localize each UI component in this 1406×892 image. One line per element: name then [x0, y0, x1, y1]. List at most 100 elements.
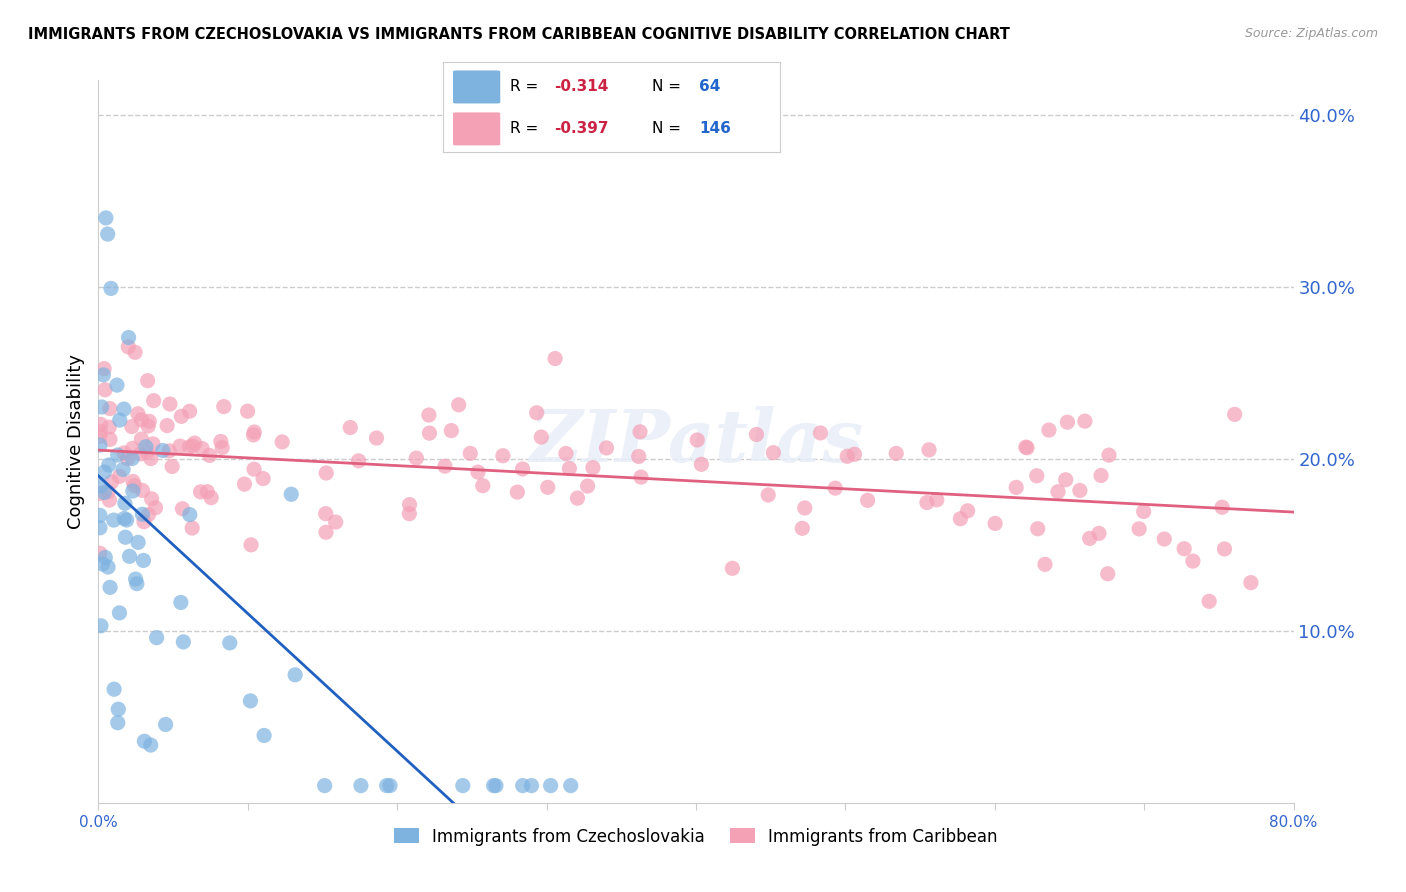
- Legend: Immigrants from Czechoslovakia, Immigrants from Caribbean: Immigrants from Czechoslovakia, Immigran…: [387, 821, 1005, 852]
- Point: [242, 428, 264, 442]
- Point: [107, 702, 129, 716]
- Point: [793, 500, 815, 515]
- Point: [482, 779, 505, 793]
- Point: [125, 576, 148, 591]
- Point: [97, 227, 120, 241]
- Point: [239, 694, 262, 708]
- Point: [183, 436, 205, 450]
- Point: [117, 451, 139, 466]
- Point: [157, 443, 180, 458]
- Point: [198, 449, 221, 463]
- Point: [200, 491, 222, 505]
- Text: ZIPatlas: ZIPatlas: [529, 406, 863, 477]
- Point: [554, 446, 576, 460]
- Point: [138, 414, 160, 428]
- Point: [124, 478, 146, 492]
- Point: [1098, 448, 1121, 462]
- Point: [236, 404, 259, 418]
- Point: [89, 425, 111, 439]
- Point: [1033, 558, 1056, 572]
- Point: [544, 351, 567, 366]
- Point: [627, 450, 650, 464]
- Point: [1211, 500, 1233, 515]
- Point: [1015, 440, 1038, 454]
- Point: [97, 484, 120, 499]
- Point: [93, 485, 115, 500]
- Point: [142, 393, 165, 408]
- Point: [145, 631, 167, 645]
- Point: [124, 572, 146, 586]
- Point: [537, 480, 560, 494]
- Point: [89, 486, 111, 500]
- Point: [378, 779, 401, 793]
- Point: [485, 779, 508, 793]
- Point: [567, 491, 589, 505]
- Point: [129, 447, 152, 461]
- Point: [100, 281, 122, 295]
- Point: [925, 492, 948, 507]
- Point: [686, 433, 709, 447]
- Point: [191, 442, 214, 456]
- Point: [512, 462, 534, 476]
- Point: [89, 438, 111, 452]
- Point: [127, 535, 149, 549]
- Point: [1090, 468, 1112, 483]
- Text: -0.397: -0.397: [554, 121, 609, 136]
- Point: [108, 606, 131, 620]
- Point: [1153, 532, 1175, 546]
- Point: [131, 508, 153, 522]
- Point: [315, 525, 337, 540]
- Point: [105, 378, 128, 392]
- Point: [762, 445, 785, 459]
- Point: [170, 409, 193, 424]
- Point: [1198, 594, 1220, 608]
- Text: 64: 64: [699, 79, 721, 94]
- Point: [139, 738, 162, 752]
- Point: [315, 466, 337, 480]
- Point: [1078, 532, 1101, 546]
- Point: [884, 446, 907, 460]
- Point: [131, 432, 153, 446]
- Point: [122, 475, 145, 489]
- Point: [138, 508, 160, 522]
- Point: [118, 549, 141, 564]
- Point: [1025, 468, 1047, 483]
- Point: [1038, 423, 1060, 437]
- Point: [949, 512, 972, 526]
- Point: [1054, 473, 1077, 487]
- Point: [690, 458, 713, 472]
- Point: [233, 477, 256, 491]
- Point: [856, 493, 879, 508]
- Point: [103, 513, 125, 527]
- Point: [405, 451, 427, 466]
- Point: [325, 515, 347, 529]
- Point: [100, 475, 122, 489]
- Point: [90, 417, 112, 432]
- FancyBboxPatch shape: [453, 70, 501, 103]
- Point: [558, 461, 581, 475]
- Point: [211, 441, 233, 455]
- Point: [195, 484, 218, 499]
- FancyBboxPatch shape: [453, 112, 501, 145]
- Point: [1069, 483, 1091, 498]
- Point: [121, 451, 143, 466]
- Point: [212, 400, 235, 414]
- Point: [595, 441, 617, 455]
- Point: [179, 508, 201, 522]
- Point: [117, 330, 139, 344]
- Point: [824, 481, 846, 495]
- Point: [1056, 415, 1078, 429]
- Point: [127, 407, 149, 421]
- Point: [107, 715, 129, 730]
- Point: [350, 779, 373, 793]
- Point: [792, 521, 814, 535]
- Point: [284, 668, 307, 682]
- Point: [398, 498, 420, 512]
- Point: [540, 779, 562, 793]
- Point: [271, 434, 294, 449]
- Point: [721, 561, 744, 575]
- Point: [628, 425, 651, 439]
- Text: 146: 146: [699, 121, 731, 136]
- Point: [135, 440, 157, 454]
- Text: -0.314: -0.314: [554, 79, 609, 94]
